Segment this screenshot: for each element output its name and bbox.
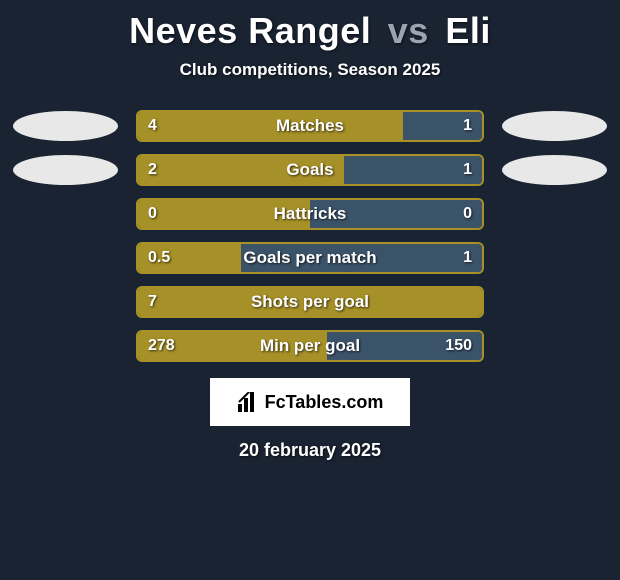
brand-text: FcTables.com: [265, 392, 384, 413]
bar-chart-icon: [237, 392, 259, 412]
player2-badge: [502, 155, 607, 185]
page-title: Neves Rangel vs Eli: [0, 0, 620, 52]
stat-value-right: 1: [463, 244, 472, 272]
stat-bar-left: [138, 112, 403, 140]
stat-bar-right: [241, 244, 482, 272]
stat-value-right: 150: [445, 332, 472, 360]
stat-row: Goals per match0.51: [13, 242, 607, 274]
player1-name: Neves Rangel: [129, 10, 371, 51]
stat-bar: Matches41: [136, 110, 484, 142]
stat-value-left: 4: [148, 112, 157, 140]
stat-value-left: 2: [148, 156, 157, 184]
stat-row: Shots per goal7: [13, 286, 607, 318]
stats-rows: Matches41Goals21Hattricks00Goals per mat…: [0, 110, 620, 362]
vs-separator: vs: [388, 10, 429, 51]
stat-value-left: 0: [148, 200, 157, 228]
stat-value-left: 278: [148, 332, 175, 360]
stat-bar: Min per goal278150: [136, 330, 484, 362]
date-text: 20 february 2025: [0, 440, 620, 461]
stat-bar-left: [138, 200, 310, 228]
stat-row: Min per goal278150: [13, 330, 607, 362]
brand-badge: FcTables.com: [210, 378, 410, 426]
stat-value-right: 1: [463, 156, 472, 184]
stat-value-left: 7: [148, 288, 157, 316]
stat-bar-left: [138, 156, 344, 184]
player2-badge: [502, 111, 607, 141]
player1-badge: [13, 111, 118, 141]
stat-value-right: 1: [463, 112, 472, 140]
player1-badge: [13, 155, 118, 185]
stat-bar-right: [310, 200, 482, 228]
stat-bar: Hattricks00: [136, 198, 484, 230]
stat-value-right: 0: [463, 200, 472, 228]
stat-bar-left: [138, 288, 482, 316]
stat-bar-right: [344, 156, 482, 184]
stat-bar: Shots per goal7: [136, 286, 484, 318]
subtitle: Club competitions, Season 2025: [0, 60, 620, 80]
stat-bar: Goals21: [136, 154, 484, 186]
stat-value-left: 0.5: [148, 244, 170, 272]
stat-bar: Goals per match0.51: [136, 242, 484, 274]
stat-row: Matches41: [13, 110, 607, 142]
player2-name: Eli: [445, 10, 491, 51]
stat-row: Goals21: [13, 154, 607, 186]
stat-row: Hattricks00: [13, 198, 607, 230]
